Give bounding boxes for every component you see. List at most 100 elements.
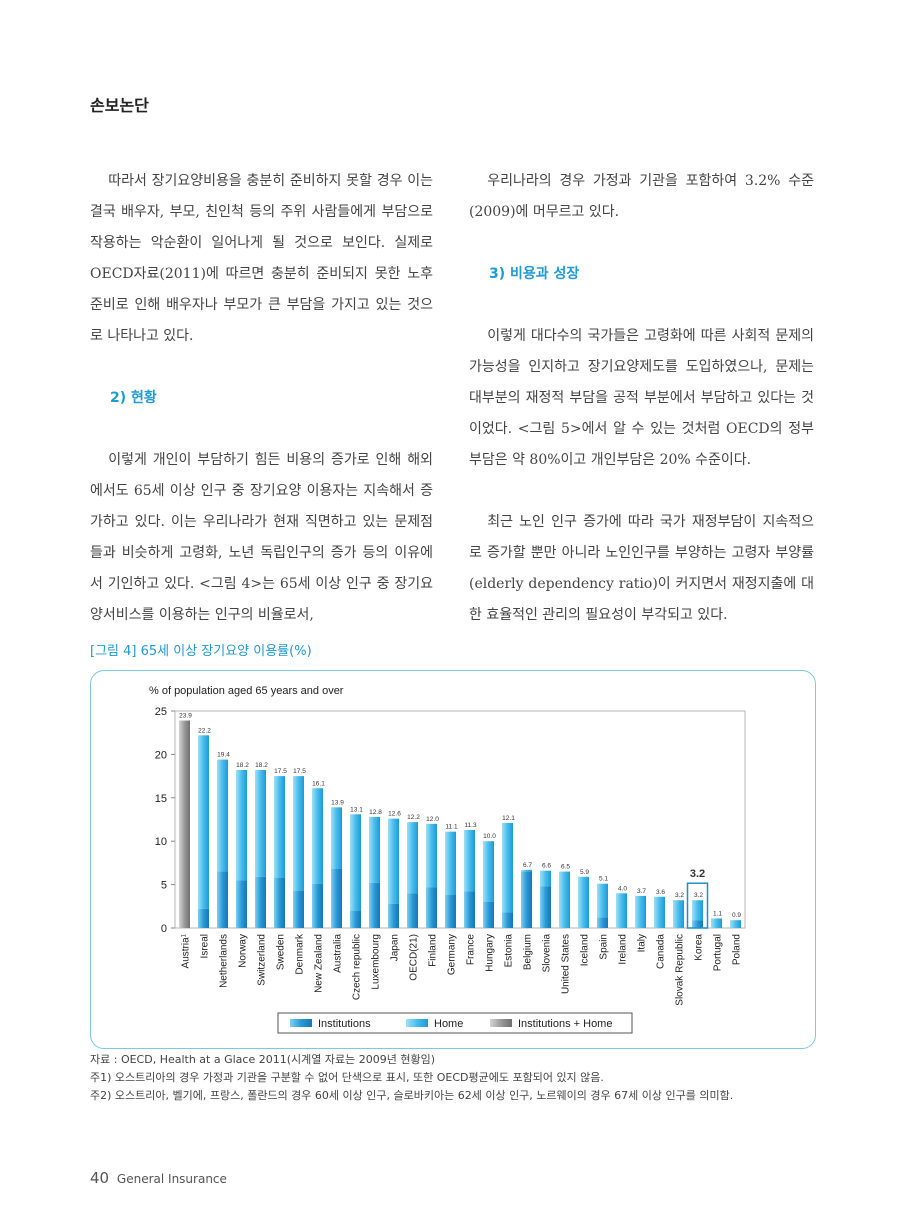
- source-note: 자료 : OECD, Health at a Glace 2011(시계열 자료…: [90, 1053, 435, 1066]
- bar-institutions: [521, 871, 532, 928]
- bar-home: [293, 776, 304, 891]
- bar-home: [654, 896, 665, 928]
- right-paragraph-1: 우리나라의 경우 가정과 기관을 포함하여 3.2% 수준(2009)에 머무르…: [469, 173, 814, 220]
- category-label: Poland: [732, 934, 743, 965]
- legend-label: Institutions: [318, 1018, 371, 1030]
- footnote-1: 주1) 오스트리아의 경우 가정과 기관을 구분할 수 없어 단색으로 표시, …: [90, 1071, 604, 1084]
- bar-home: [559, 871, 570, 928]
- category-label: Slovenia: [542, 934, 553, 973]
- data-label: 16.1: [312, 780, 325, 787]
- category-label: Germany: [447, 934, 458, 975]
- bar-home: [673, 900, 684, 928]
- legend-label: Home: [434, 1018, 463, 1030]
- bar-institutions: [331, 868, 342, 928]
- bar-home: [426, 823, 437, 888]
- bar-institutions: [350, 910, 361, 928]
- data-label: 5.1: [599, 876, 608, 883]
- category-label: France: [466, 934, 477, 966]
- data-label: 12.8: [369, 809, 382, 816]
- category-label: Sweden: [276, 934, 287, 970]
- category-label: Australia: [333, 934, 344, 973]
- bar-home: [350, 814, 361, 911]
- bar-home: [388, 818, 399, 904]
- bar-institutions: [540, 886, 551, 928]
- bar-institutions: [312, 883, 323, 928]
- data-label: 17.5: [274, 768, 287, 775]
- data-label: 5.9: [580, 869, 589, 876]
- category-label: Iceland: [580, 934, 591, 966]
- publication-name: General Insurance: [116, 1172, 227, 1186]
- bar-home: [692, 900, 703, 921]
- data-label: 19.4: [217, 752, 230, 759]
- bar-institutions: [464, 891, 475, 928]
- category-label: Japan: [390, 934, 401, 961]
- category-label: New Zealand: [314, 934, 325, 993]
- bar-home: [445, 831, 456, 896]
- bar-home: [407, 822, 418, 894]
- bar-institutions: [426, 887, 437, 928]
- bar-institutions: [369, 882, 380, 928]
- section-heading-status: 2) 현황: [110, 390, 157, 406]
- section-header: 손보논단: [90, 96, 149, 115]
- bar-home: [578, 876, 589, 928]
- figure-notes: 자료 : OECD, Health at a Glace 2011(시계열 자료…: [90, 1051, 733, 1105]
- category-label: Slovak Republic: [675, 934, 686, 1006]
- category-label: Denmark: [295, 933, 306, 975]
- y-tick-label: 10: [155, 836, 167, 848]
- bar-home: [274, 776, 285, 878]
- bar-home: [502, 822, 513, 913]
- bar-home: [369, 816, 380, 883]
- bar-home: [635, 895, 646, 928]
- category-label: Portugal: [713, 934, 724, 971]
- section-heading-cost: 3) 비용과 성장: [489, 266, 580, 282]
- category-label: Canada: [656, 934, 667, 969]
- category-label: Luxembourg: [371, 934, 382, 990]
- category-label: Hungary: [485, 934, 496, 972]
- bar-home: [597, 883, 608, 918]
- bar-institutions: [692, 920, 703, 928]
- category-label: Korea: [694, 934, 705, 961]
- right-paragraph-3: 최근 노인 인구 증가에 따라 국가 재정부담이 지속적으로 증가할 뿐만 아니…: [469, 514, 814, 623]
- category-label: Austria1: [181, 933, 192, 968]
- y-tick-label: 0: [161, 923, 167, 935]
- category-label: Czech republic: [352, 934, 363, 1000]
- category-superscript: 1: [182, 933, 188, 937]
- plot-area: [174, 710, 746, 929]
- bar-home: [616, 893, 627, 928]
- left-paragraph-1: 따라서 장기요양비용을 충분히 준비하지 못할 경우 이는 결국 배우자, 부모…: [90, 173, 433, 344]
- category-label: Switzerland: [257, 934, 268, 986]
- bar-institutions: [198, 908, 209, 928]
- page-number: 40: [90, 1169, 110, 1187]
- data-label: 13.9: [331, 799, 344, 806]
- category-label: Ireland: [618, 934, 629, 965]
- category-label: Netherlands: [219, 934, 230, 988]
- page-footer: 40 General Insurance: [90, 1169, 227, 1187]
- bar-combined: [179, 720, 190, 928]
- data-label: 23.9: [179, 713, 192, 720]
- footnote-2: 주2) 오스트리아, 벨기에, 프랑스, 폴란드의 경우 60세 이상 인구, …: [90, 1089, 734, 1102]
- data-label: 18.2: [236, 762, 249, 769]
- y-tick-label: 15: [155, 793, 167, 805]
- category-label: Estonia: [504, 934, 515, 968]
- data-label: 6.6: [542, 863, 551, 870]
- bar-home: [711, 918, 722, 928]
- data-label: 13.1: [350, 806, 363, 813]
- bar-home: [730, 920, 741, 928]
- bar-home: [255, 770, 266, 877]
- data-label: 0.9: [732, 912, 741, 919]
- data-label: 12.6: [388, 811, 401, 818]
- category-label: Belgium: [523, 934, 534, 970]
- data-label: 3.7: [637, 888, 646, 895]
- bar-home: [217, 759, 228, 872]
- data-label: 12.0: [426, 816, 439, 823]
- bar-home: [312, 788, 323, 884]
- category-label: Isreal: [200, 934, 211, 958]
- data-label: 22.2: [198, 727, 211, 734]
- category-label: Italy: [637, 934, 648, 952]
- bar-institutions: [483, 901, 494, 928]
- bar-home: [521, 869, 532, 872]
- y-tick-label: 25: [155, 706, 167, 718]
- legend-label: Institutions + Home: [518, 1018, 612, 1030]
- figure-title: [그림 4] 65세 이상 장기요양 이용률(%): [90, 644, 312, 659]
- y-axis-label: % of population aged 65 years and over: [149, 685, 344, 697]
